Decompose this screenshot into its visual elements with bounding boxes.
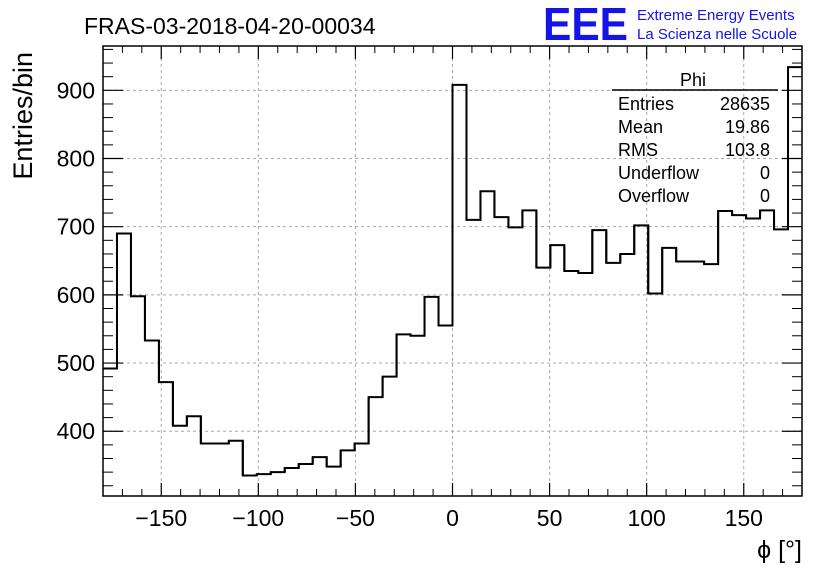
histogram-bin <box>341 450 355 496</box>
stats-row-label: Mean <box>618 117 663 137</box>
histogram-bin <box>718 211 732 496</box>
histogram-bin <box>425 297 439 496</box>
histogram-bin <box>453 85 467 496</box>
y-axis-label: Entries/bin <box>8 52 38 180</box>
histogram-bin <box>578 273 592 496</box>
histogram-bin <box>201 444 215 497</box>
histogram-bin <box>662 248 676 496</box>
x-tick-label: 150 <box>725 505 763 531</box>
histogram-bin <box>173 426 187 496</box>
eee-logo-letters: EEE <box>543 0 628 50</box>
x-tick-label: −50 <box>336 505 375 531</box>
histogram-bin <box>494 217 508 496</box>
y-tick-label: 400 <box>57 418 95 444</box>
histogram-bin <box>411 336 425 496</box>
histogram-bin <box>550 245 564 496</box>
stats-row-label: Overflow <box>618 186 690 206</box>
histogram-bin <box>383 377 397 496</box>
eee-logo: EEE Extreme Energy Events La Scienza nel… <box>543 0 797 50</box>
stats-row-value: 0 <box>760 163 770 183</box>
histogram-bin <box>299 464 313 496</box>
histogram-bin <box>466 220 480 496</box>
y-tick-label: 800 <box>57 146 95 172</box>
histogram-step-risers <box>115 67 790 476</box>
histogram-bin <box>439 326 453 496</box>
histogram-bin <box>243 476 257 496</box>
histogram-bin <box>480 191 494 496</box>
histogram-bin <box>327 467 341 496</box>
stats-row-value: 103.8 <box>725 140 770 160</box>
histogram-bin <box>634 225 648 496</box>
histogram-bin <box>606 263 620 496</box>
x-axis-label: ϕ [°] <box>757 536 802 564</box>
y-tick-label: 700 <box>57 214 95 240</box>
histogram-bin <box>145 341 159 496</box>
stats-row-label: Underflow <box>618 163 700 183</box>
x-tick-label: 100 <box>627 505 665 531</box>
histogram-bin <box>508 227 522 496</box>
histogram-bin <box>397 334 411 496</box>
logo-line-2: La Scienza nelle Scuole <box>637 26 797 43</box>
histogram-bin <box>131 296 145 496</box>
histogram-bin <box>522 210 536 496</box>
y-tick-label: 900 <box>57 77 95 103</box>
histogram-bin <box>215 444 229 497</box>
histogram-bin <box>369 397 383 496</box>
histogram-bin <box>760 210 774 496</box>
x-tick-label: −100 <box>232 505 284 531</box>
histogram-bin <box>355 444 369 497</box>
y-tick-label: 600 <box>57 282 95 308</box>
histogram-bin <box>536 268 550 496</box>
stats-row-label: Entries <box>618 94 674 114</box>
stats-row-label: RMS <box>618 140 658 160</box>
histogram-bin <box>229 441 243 496</box>
chart-title: FRAS-03-2018-04-20-00034 <box>84 13 376 39</box>
stats-rows: Entries 28635 Mean 19.86 RMS 103.8 Underflow 0 O… <box>618 94 770 206</box>
stats-row-value: 19.86 <box>725 117 770 137</box>
histogram-bin <box>690 261 704 496</box>
histogram <box>103 66 802 497</box>
histogram-bin <box>285 468 299 496</box>
histogram-bin <box>592 230 606 496</box>
x-tick-label: −150 <box>135 505 187 531</box>
histogram-bin <box>648 294 662 497</box>
histogram-bin <box>620 254 634 496</box>
stats-box: Phi Entries 28635 Mean 19.86 RMS 103.8 Underfl… <box>612 70 778 206</box>
histogram-bin <box>704 264 718 496</box>
axis-ticks <box>102 46 803 496</box>
histogram-bin <box>313 457 327 496</box>
histogram-bin <box>676 261 690 496</box>
x-tick-label: 50 <box>537 505 563 531</box>
stats-row-value: 28635 <box>720 94 770 114</box>
histogram-bin <box>564 271 578 496</box>
stats-box-title: Phi <box>680 70 706 90</box>
stats-row-value: 0 <box>760 186 770 206</box>
x-tick-label: 0 <box>446 505 459 531</box>
histogram-bin <box>103 369 117 497</box>
histogram-bin <box>187 416 201 496</box>
logo-line-1: Extreme Energy Events <box>637 7 795 24</box>
tick-labels: −150 −100 −50 0 50 100 150 400 500 600 700 800 900 <box>57 77 763 531</box>
y-tick-label: 500 <box>57 350 95 376</box>
histogram-bin <box>117 234 131 497</box>
histogram-bin <box>746 219 760 497</box>
